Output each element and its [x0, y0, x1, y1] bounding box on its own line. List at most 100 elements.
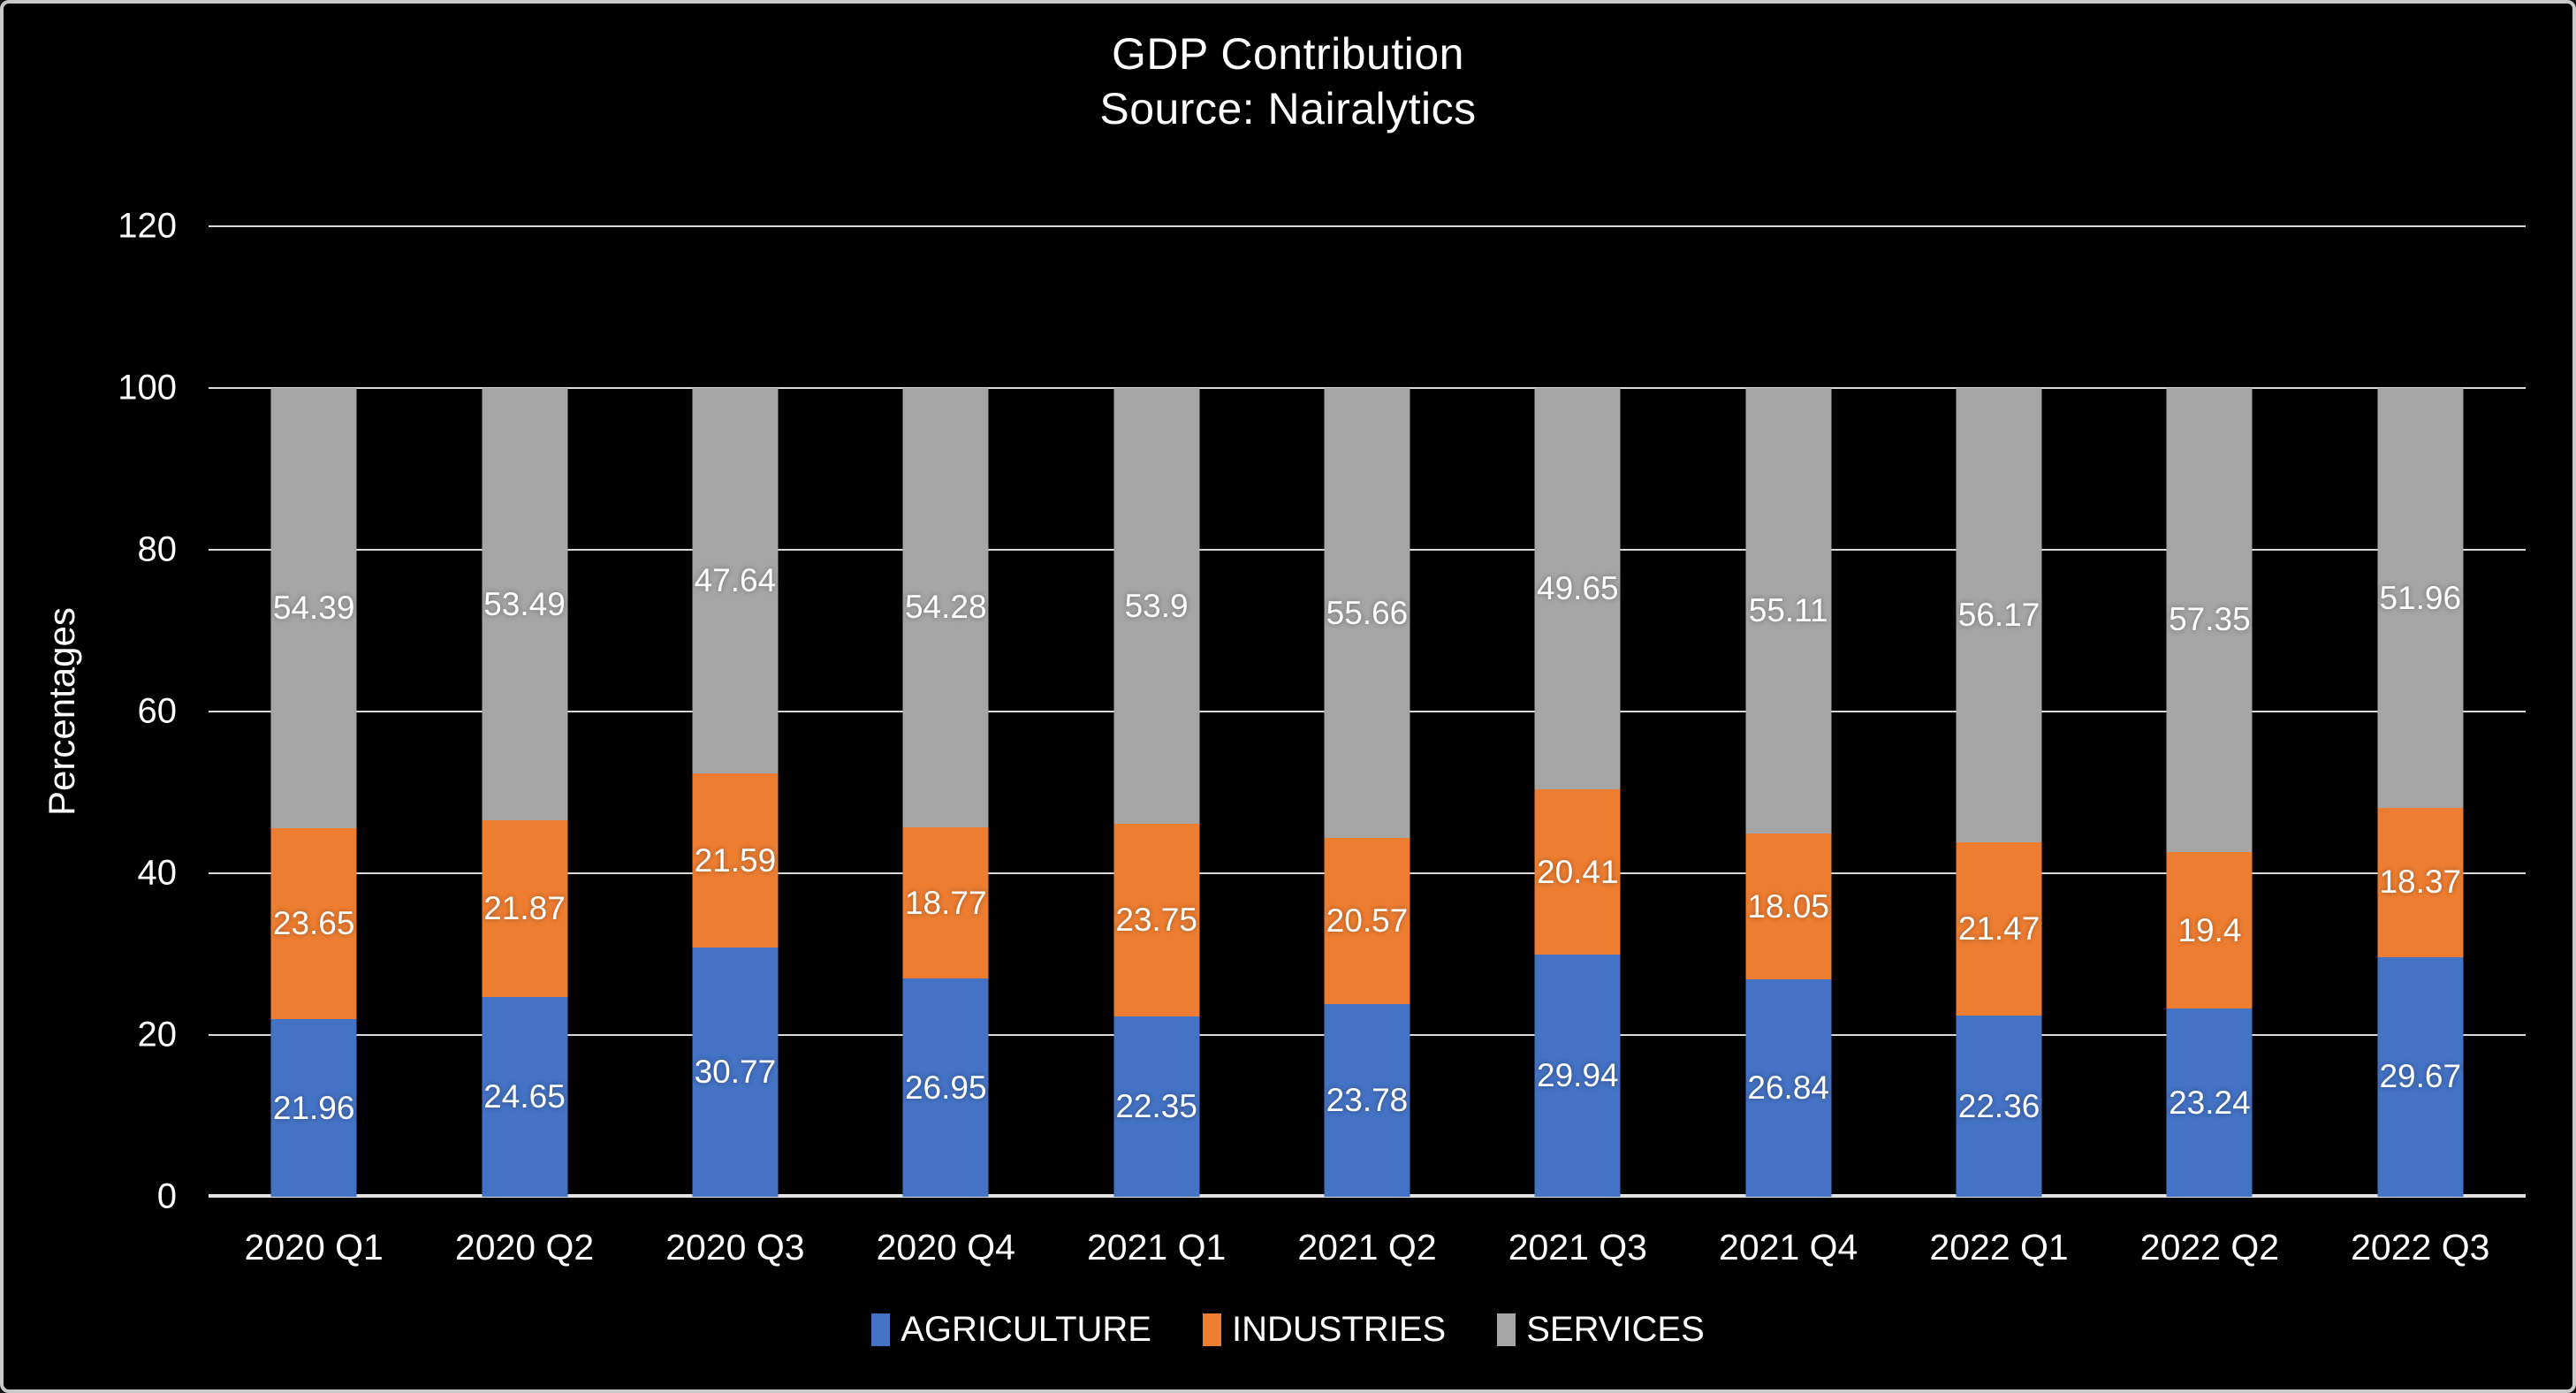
- bar-segment-services: 53.49: [482, 387, 568, 821]
- data-label: 56.17: [1957, 596, 2040, 633]
- stacked-bar-2021-q1: 22.35 23.75 53.9: [1113, 226, 1200, 1197]
- legend-item-industries: INDUSTRIES: [1202, 1310, 1447, 1350]
- bar-segment-agriculture: 23.24: [2166, 1009, 2253, 1197]
- x-axis-label: 2020 Q3: [665, 1227, 805, 1267]
- data-label: 51.96: [2379, 579, 2462, 616]
- y-tick-label: 20: [137, 1015, 178, 1054]
- x-axis-label: 2020 Q2: [454, 1227, 595, 1267]
- bar-segment-services: 54.39: [270, 388, 357, 828]
- legend-item-services: SERVICES: [1497, 1310, 1705, 1350]
- data-label: 54.28: [904, 589, 987, 626]
- stacked-bar-2020-q1: 21.96 23.65 54.39: [270, 226, 357, 1197]
- x-axis-label: 2022 Q3: [2351, 1227, 2490, 1267]
- stacked-bar-2022-q1: 22.36 21.47 56.17: [1956, 226, 2042, 1197]
- chart-title-block: GDP Contribution Source: Nairalytics: [4, 27, 2572, 136]
- x-axis-labels: 2020 Q1 2020 Q2 2020 Q3 2020 Q4 2021 Q1 2021 …: [209, 1227, 2526, 1268]
- data-label: 22.35: [1115, 1087, 1197, 1124]
- data-label: 47.64: [694, 561, 777, 598]
- data-label: 30.77: [694, 1054, 777, 1091]
- x-axis-label: 2021 Q4: [1719, 1227, 1858, 1267]
- bar-segment-industries: 23.65: [270, 827, 357, 1020]
- bar-segment-services: 51.96: [2377, 388, 2464, 809]
- data-label: 21.96: [272, 1089, 355, 1126]
- data-label: 21.47: [1957, 910, 2040, 948]
- bar-segment-agriculture: 26.95: [902, 978, 989, 1197]
- stacked-bar-2022-q2: 23.24 19.4 57.35: [2166, 226, 2253, 1197]
- bar-segment-services: 47.64: [692, 388, 779, 773]
- data-label: 53.9: [1124, 587, 1189, 624]
- bar-segment-agriculture: 29.94: [1534, 955, 1621, 1197]
- legend-item-agriculture: AGRICULTURE: [871, 1310, 1151, 1350]
- legend-label: SERVICES: [1526, 1310, 1705, 1349]
- y-tick-label: 0: [156, 1176, 177, 1216]
- bar-segment-industries: 18.05: [1745, 834, 1832, 980]
- gridline: [209, 225, 2526, 227]
- bar-segment-services: 57.35: [2166, 388, 2253, 852]
- stacked-bar-2021-q2: 23.78 20.57 55.66: [1324, 226, 1410, 1197]
- bar-segment-industries: 20.57: [1324, 838, 1410, 1005]
- stacked-bar-2020-q3: 30.77 21.59 47.64: [692, 226, 779, 1197]
- bar-segment-agriculture: 23.78: [1324, 1004, 1410, 1197]
- data-label: 18.05: [1747, 887, 1829, 925]
- legend-label: INDUSTRIES: [1231, 1310, 1447, 1349]
- y-tick-label: 80: [137, 529, 178, 569]
- data-label: 23.78: [1326, 1082, 1409, 1119]
- data-label: 21.87: [483, 890, 566, 927]
- data-label: 23.75: [1115, 901, 1197, 938]
- data-label: 18.77: [904, 884, 987, 921]
- bar-slot: 22.35 23.75 53.9: [1051, 226, 1261, 1197]
- data-label: 29.67: [2379, 1058, 2462, 1095]
- data-label: 54.39: [272, 589, 355, 626]
- legend: AGRICULTURE INDUSTRIES SERVICES: [4, 1310, 2572, 1350]
- y-tick-label: 40: [137, 853, 178, 893]
- y-tick-label: 120: [118, 206, 177, 246]
- legend-swatch-icon: [1202, 1313, 1221, 1346]
- data-label: 21.59: [694, 841, 777, 879]
- x-axis-label: 2021 Q1: [1086, 1227, 1227, 1267]
- x-axis-label: 2020 Q4: [876, 1227, 1015, 1267]
- bar-segment-services: 55.11: [1745, 388, 1832, 834]
- legend-swatch-icon: [871, 1313, 891, 1346]
- bar-slot: 22.36 21.47 56.17: [1894, 226, 2104, 1197]
- x-axis-label: 2022 Q2: [2139, 1227, 2280, 1267]
- bar-segment-agriculture: 30.77: [692, 948, 779, 1197]
- bar-slot: 30.77 21.59 47.64: [630, 226, 840, 1197]
- data-label: 57.35: [2169, 601, 2251, 638]
- bar-segment-industries: 20.41: [1534, 789, 1621, 955]
- bar-segment-industries: 23.75: [1113, 824, 1200, 1016]
- bar-slot: 26.84 18.05 55.11: [1683, 226, 1894, 1197]
- stacked-bar-2020-q2: 24.65 21.87 53.49: [482, 226, 568, 1197]
- data-label: 55.11: [1748, 592, 1828, 629]
- bar-segment-industries: 18.37: [2377, 808, 2464, 957]
- data-label: 22.36: [1957, 1087, 2040, 1124]
- bar-segment-services: 55.66: [1324, 387, 1410, 839]
- x-axis-label: 2020 Q1: [244, 1227, 384, 1267]
- data-label: 49.65: [1537, 570, 1619, 607]
- bar-slot: 29.67 18.37 51.96: [2315, 226, 2526, 1197]
- bar-segment-services: 56.17: [1956, 388, 2042, 842]
- bar-slot: 29.94 20.41 49.65: [1472, 226, 1683, 1197]
- data-label: 55.66: [1326, 594, 1409, 631]
- x-axis-label: 2022 Q1: [1929, 1227, 2069, 1267]
- data-label: 23.24: [2169, 1084, 2251, 1121]
- y-axis-tick-labels: 0 20 40 60 80 100 120: [4, 207, 184, 1216]
- data-label: 53.49: [483, 585, 566, 622]
- data-label: 18.37: [2379, 864, 2462, 901]
- bar-segment-agriculture: 26.84: [1745, 979, 1832, 1197]
- data-label: 29.94: [1537, 1057, 1619, 1094]
- bar-segment-services: 53.9: [1113, 388, 1200, 825]
- stacked-bar-2020-q4: 26.95 18.77 54.28: [902, 226, 989, 1197]
- plot-area: 21.96 23.65 54.39 24.65 21.87 53.49 30.77 21.59…: [209, 225, 2526, 1198]
- bar-segment-industries: 21.59: [692, 773, 779, 948]
- bar-slot: 26.95 18.77 54.28: [840, 226, 1051, 1197]
- data-label: 20.57: [1326, 902, 1409, 940]
- data-label: 24.65: [483, 1078, 566, 1115]
- data-label: 19.4: [2177, 911, 2242, 948]
- x-axis-label: 2021 Q2: [1297, 1227, 1437, 1267]
- legend-swatch-icon: [1497, 1313, 1516, 1346]
- chart-title: GDP Contribution: [1112, 29, 1464, 79]
- bar-slots: 21.96 23.65 54.39 24.65 21.87 53.49 30.77 21.59…: [209, 226, 2526, 1197]
- bar-segment-services: 54.28: [902, 388, 989, 827]
- data-label: 26.84: [1747, 1069, 1829, 1107]
